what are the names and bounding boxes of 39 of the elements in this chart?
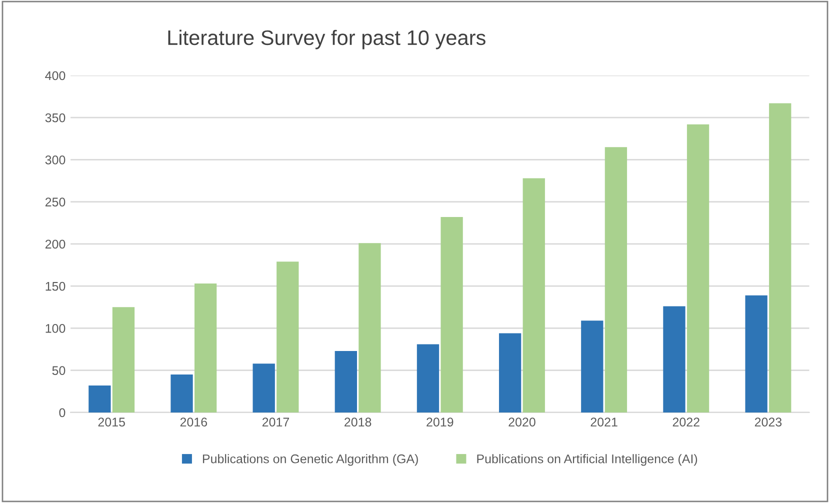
x-tick-label: 2019	[426, 418, 454, 427]
x-tick-label: 2021	[590, 418, 618, 427]
bar	[769, 103, 792, 412]
x-tick-label: 2016	[180, 418, 208, 427]
bar	[522, 178, 545, 412]
legend-label: Publications on Genetic Algorithm (GA)	[202, 454, 418, 466]
y-tick-label: 300	[45, 156, 66, 164]
y-tick-label: 200	[45, 240, 66, 249]
y-tick-label: 250	[45, 198, 66, 206]
y-tick-label: 100	[46, 324, 66, 333]
bar	[170, 374, 193, 412]
y-tick-label: 400	[45, 71, 66, 80]
x-tick-label: 2017	[262, 418, 290, 427]
bar	[440, 216, 463, 412]
legend-label: Publications on Artificial Intelligence (AI)	[477, 454, 698, 466]
bar	[604, 147, 628, 412]
bar	[276, 262, 299, 412]
bar	[334, 350, 357, 412]
x-tick-label: 2015	[98, 418, 125, 427]
bar	[416, 344, 440, 412]
bar	[686, 124, 710, 412]
bar	[252, 364, 275, 412]
bar	[498, 333, 522, 412]
y-tick-label: 150	[46, 282, 66, 291]
x-tick-label: 2020	[508, 418, 536, 427]
bar	[581, 320, 604, 412]
bar	[745, 295, 768, 412]
x-tick-label: 2018	[344, 418, 372, 427]
y-tick-label: 350	[45, 113, 66, 122]
bar	[88, 386, 111, 412]
y-tick-label: 50	[52, 366, 66, 375]
chart-title: Literature Survey for past 10 years	[168, 30, 486, 50]
bar	[194, 284, 217, 412]
y-tick-label: 0	[59, 408, 66, 418]
x-tick-label: 2023	[754, 418, 782, 427]
bar	[663, 306, 686, 412]
bar	[358, 243, 381, 412]
x-tick-label: 2022	[672, 418, 700, 427]
bar	[112, 307, 135, 412]
